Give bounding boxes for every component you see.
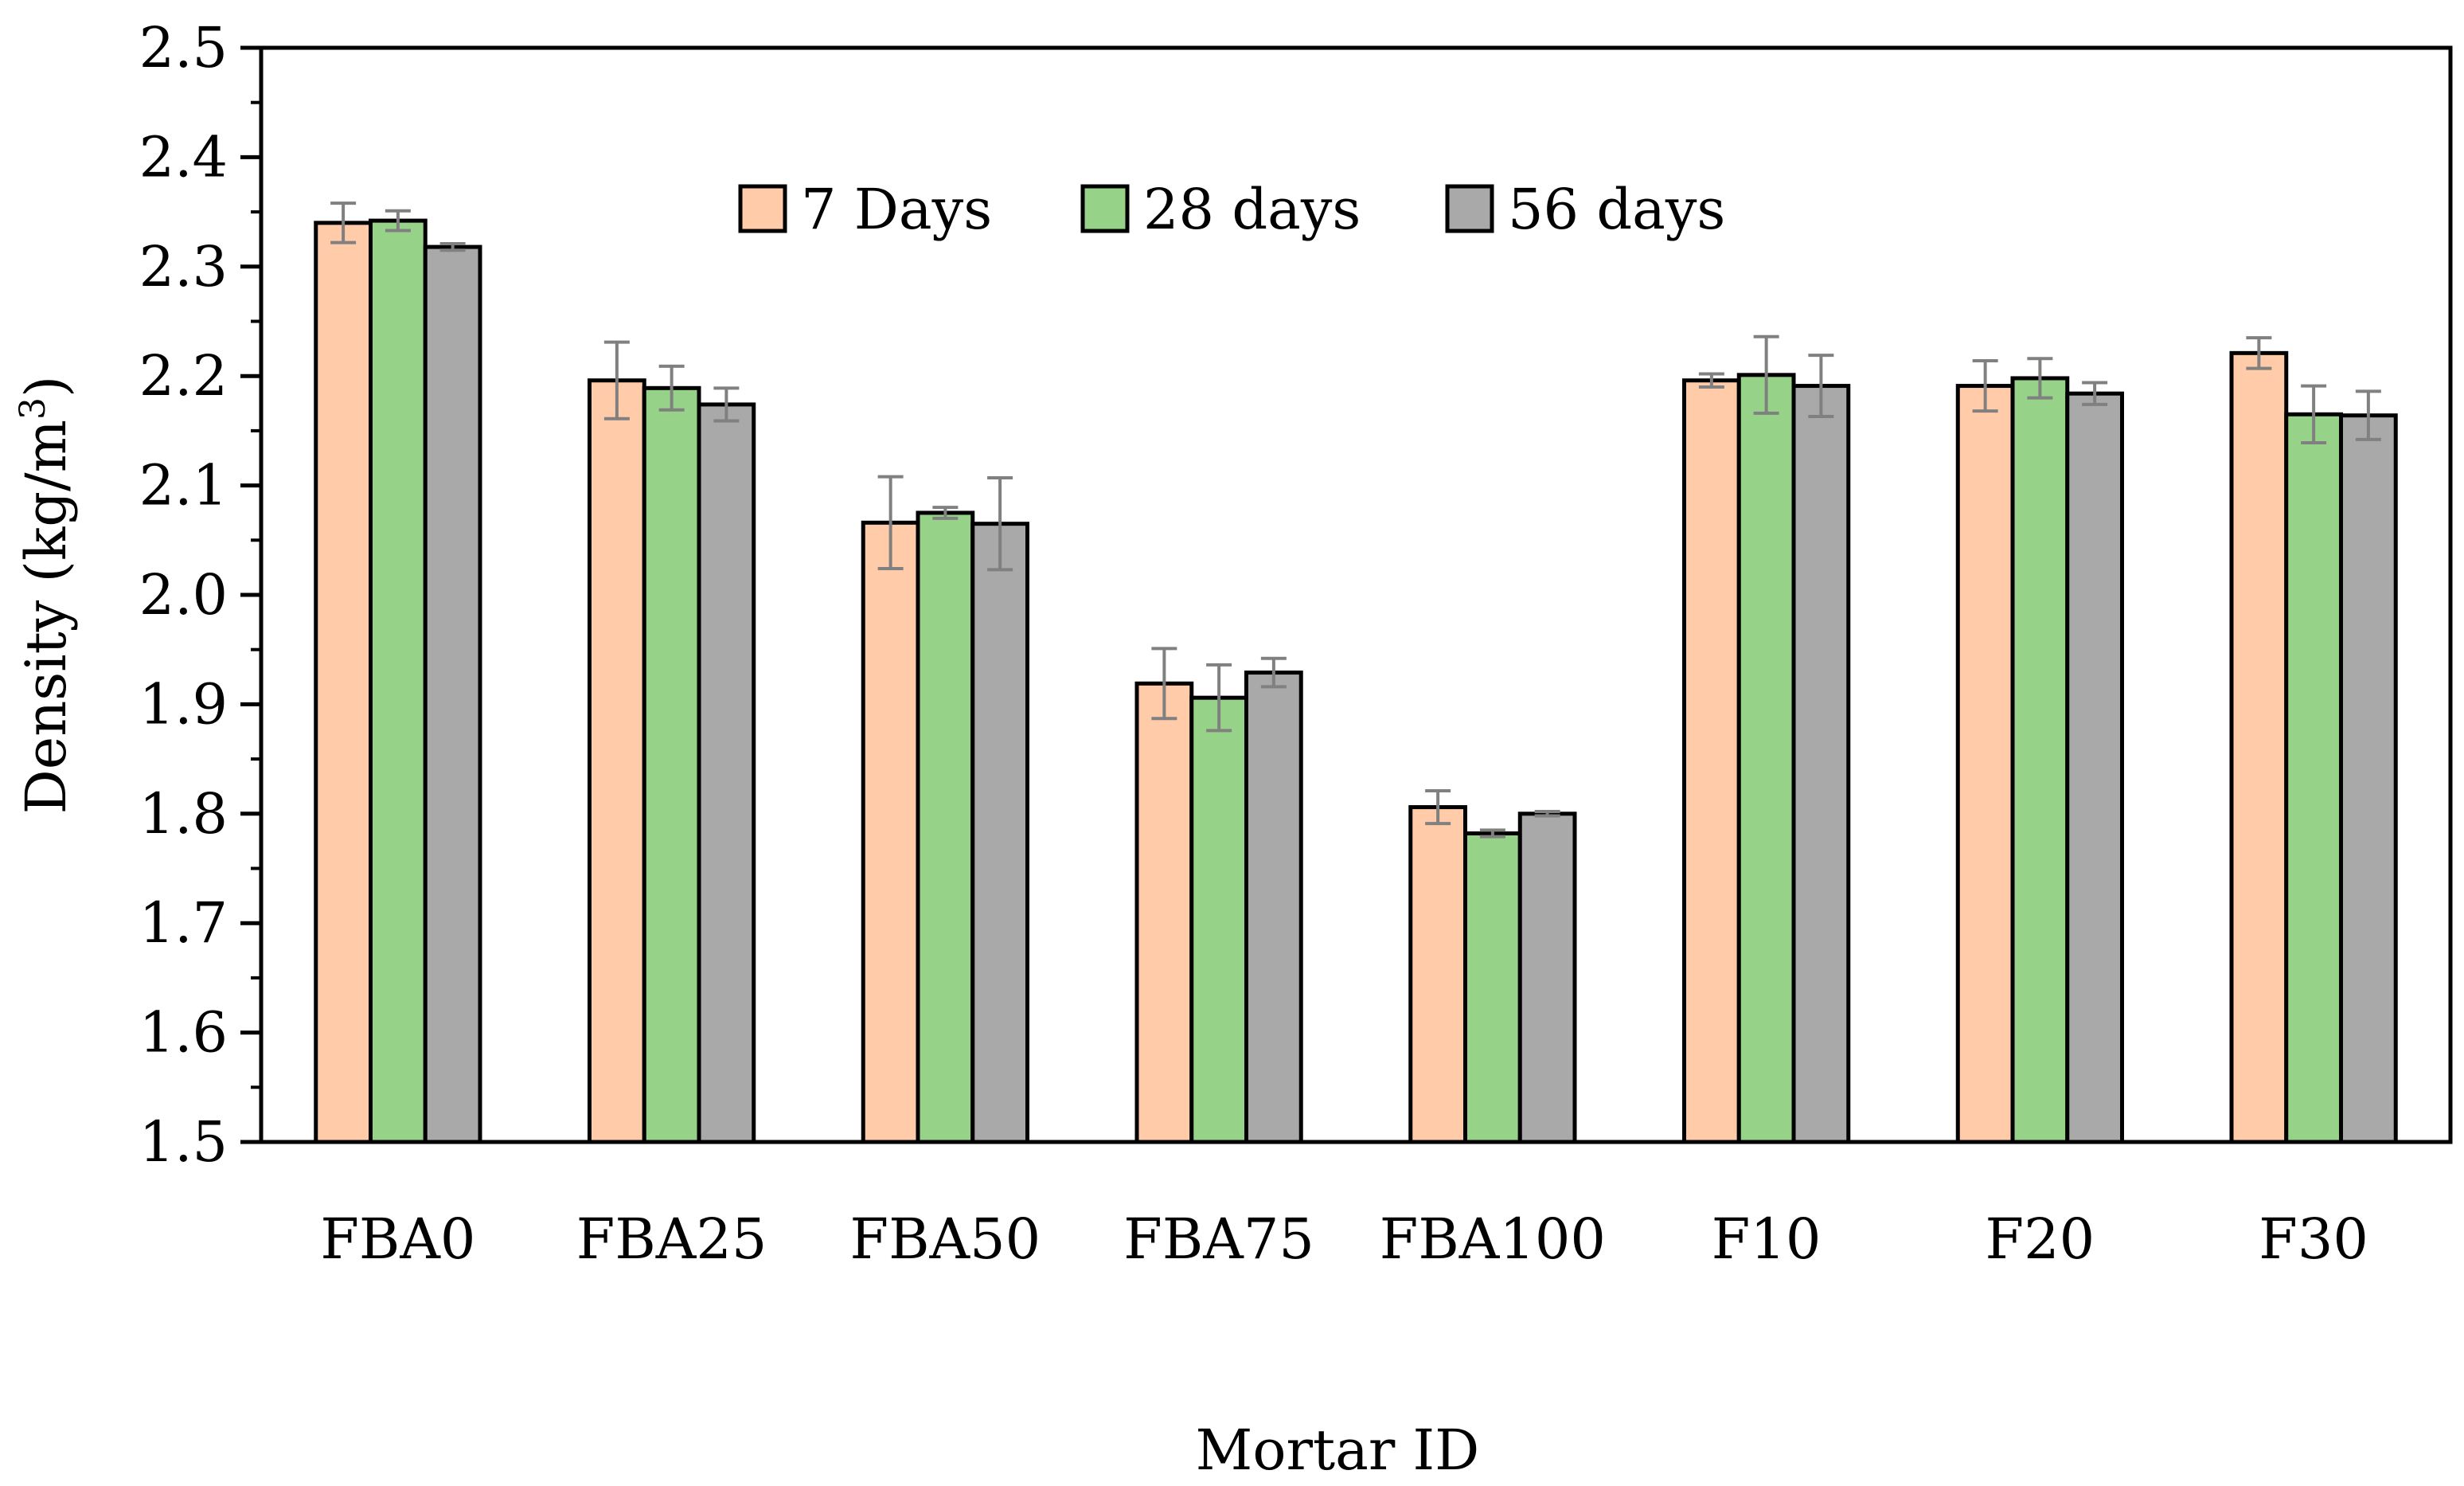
- bar: [916, 510, 975, 1144]
- bar: [1408, 805, 1467, 1144]
- y-axis-label: Density (kg/m3): [13, 376, 79, 815]
- bar: [642, 385, 701, 1144]
- legend-item: 28 days: [1080, 177, 1361, 242]
- legend-swatch: [1445, 184, 1494, 233]
- y-tick-label: 2.4: [139, 124, 228, 190]
- y-axis: 1.5 1.6 1.7 1.8 1.9 2.0 2.1 2.2 2.3 2.4 2.5: [139, 15, 261, 1175]
- x-axis: FBA0 FBA25 FBA50 FBA75 FBA100 F10 F20 F30: [261, 1140, 2450, 1272]
- y-tick-label: 1.7: [139, 890, 228, 956]
- bar: [1244, 671, 1303, 1144]
- bar: [2339, 413, 2398, 1144]
- bar: [697, 402, 756, 1144]
- legend-label: 56 days: [1508, 177, 1725, 242]
- x-tick-label: FBA25: [576, 1206, 767, 1272]
- legend-label: 28 days: [1143, 177, 1361, 242]
- legend-swatch: [1080, 184, 1130, 233]
- x-tick-label: F20: [1986, 1206, 2095, 1272]
- y-tick-label: 1.6: [139, 1000, 228, 1066]
- y-axis-label-close: ): [14, 376, 79, 397]
- x-axis-label: Mortar ID: [1196, 1418, 1480, 1483]
- bar: [423, 244, 482, 1144]
- bar: [1463, 831, 1522, 1144]
- x-tick-label: FBA100: [1380, 1206, 1606, 1272]
- y-axis-label-text: Density (kg/m: [14, 420, 79, 814]
- y-tick-label: 1.9: [139, 671, 228, 737]
- bar: [314, 221, 373, 1144]
- bar: [1791, 384, 1851, 1144]
- y-tick-label: 1.5: [139, 1109, 228, 1175]
- bar: [1736, 373, 1796, 1144]
- y-tick-label: 2.1: [139, 453, 228, 518]
- bar: [1134, 681, 1194, 1144]
- bar: [1682, 378, 1741, 1144]
- bar: [1517, 811, 1577, 1144]
- bar: [970, 522, 1029, 1144]
- bar: [2229, 350, 2289, 1144]
- bar: [1189, 695, 1248, 1144]
- x-tick-label: F10: [1712, 1206, 1822, 1272]
- y-tick-label: 2.5: [139, 15, 228, 80]
- x-tick-label: F30: [2259, 1206, 2368, 1272]
- bar: [1955, 384, 2015, 1144]
- y-tick-label: 2.3: [139, 234, 228, 299]
- x-tick-label: FBA75: [1123, 1206, 1314, 1272]
- x-tick-label: FBA0: [320, 1206, 475, 1272]
- bar-group: [314, 201, 2398, 1144]
- y-axis-label-superscript: 3: [13, 397, 53, 420]
- x-tick-label: FBA50: [850, 1206, 1041, 1272]
- legend-item: 7 Days: [738, 177, 992, 242]
- y-tick-label: 2.0: [139, 562, 228, 628]
- bar: [2010, 376, 2070, 1144]
- bar: [588, 378, 646, 1144]
- bar: [369, 218, 428, 1144]
- y-tick-label: 1.8: [139, 781, 228, 847]
- legend-label: 7 Days: [801, 177, 992, 242]
- bar: [2065, 391, 2124, 1144]
- y-tick-label: 2.2: [139, 343, 228, 409]
- bar: [861, 520, 920, 1144]
- legend-swatch: [738, 184, 787, 233]
- bar: [2284, 412, 2343, 1144]
- legend: 7 Days 28 days 56 days: [738, 177, 1725, 242]
- legend-item: 56 days: [1445, 177, 1725, 242]
